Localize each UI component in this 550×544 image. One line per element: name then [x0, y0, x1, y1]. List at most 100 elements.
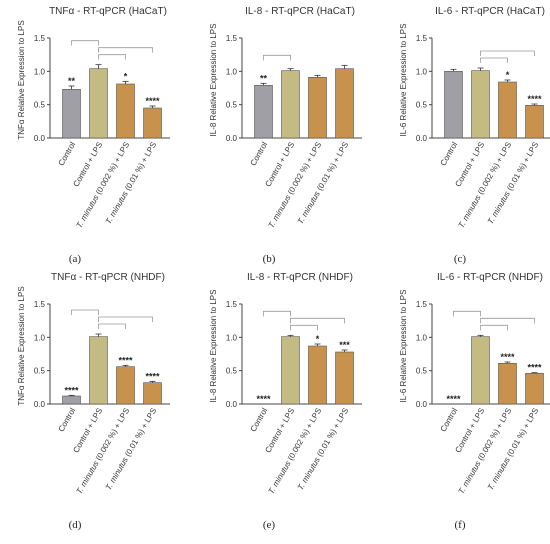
significance-mark: * — [124, 71, 128, 81]
y-tick-label: 0.0 — [416, 134, 428, 143]
x-tick-label: Control — [439, 406, 460, 433]
y-tick-label: 1.5 — [34, 300, 46, 309]
bar — [89, 336, 108, 405]
species-name: T. minutus — [267, 193, 293, 229]
chart-title: IL-8 - RT-qPCR (HaCaT) — [245, 6, 355, 17]
panel-d-caption: (d) — [68, 519, 82, 531]
y-axis-label: IL-8 Relative Expression to LPS — [209, 290, 218, 403]
bar — [498, 363, 517, 405]
comparison-bracket — [453, 310, 481, 317]
species-name: T. minutus — [296, 190, 322, 226]
comparison-bracket — [98, 316, 153, 322]
y-tick-label: 0.0 — [226, 134, 238, 143]
significance-mark: **** — [500, 352, 515, 362]
x-tick-label: T. minutus (0.01 %) + LPS — [104, 141, 158, 226]
significance-mark: *** — [339, 340, 350, 350]
bar — [471, 70, 490, 139]
y-tick-label: 1.5 — [416, 34, 428, 43]
chart-title: IL-8 - RT-qPCR (NHDF) — [247, 272, 353, 283]
panel-c: IL-6 - RT-qPCR (HaCaT) IL-6 Relative Expr… — [399, 6, 550, 230]
x-tick-label: T. minutus (0.01 %) + LPS — [486, 407, 540, 492]
y-tick-label: 1.0 — [34, 333, 46, 342]
y-axis-label: TNFα Relative Expression to LPS — [17, 286, 26, 405]
y-tick-label: 0.0 — [34, 134, 46, 143]
y-tick-label: 1.5 — [416, 300, 428, 309]
y-axis-label: IL-6 Relative Expression to LPS — [399, 290, 408, 403]
comparison-bracket — [480, 324, 508, 331]
species-name: T. minutus — [486, 456, 512, 492]
bar — [89, 68, 108, 139]
significance-mark: **** — [256, 394, 271, 404]
panel-e: IL-8 - RT-qPCR (NHDF) IL-8 Relative Expre… — [209, 272, 362, 496]
comparison-bracket — [480, 57, 508, 63]
species-name: T. minutus — [75, 459, 101, 495]
chart-title: TNFα - RT-qPCR (NHDF) — [51, 272, 165, 283]
bar — [143, 107, 162, 139]
y-axis-label: IL-8 Relative Expression to LPS — [209, 24, 218, 137]
species-name: T. minutus — [457, 193, 483, 229]
y-tick-label: 1.0 — [226, 333, 238, 342]
comparison-bracket — [290, 317, 345, 324]
bar — [116, 366, 135, 405]
bar — [62, 89, 81, 139]
panel-b-caption: (b) — [262, 253, 276, 265]
panel-a: TNFα - RT-qPCR (HaCaT) TNFα Relative Expr… — [17, 6, 170, 230]
y-tick-label: 0.5 — [416, 101, 428, 110]
x-tick-label: T. minutus (0.002 %) + LPS — [267, 407, 324, 496]
x-tick-label: Control — [439, 140, 460, 167]
y-tick-label: 1.0 — [226, 67, 238, 76]
bar — [308, 77, 327, 139]
significance-mark: **** — [527, 363, 542, 373]
significance-mark: **** — [64, 385, 79, 395]
bar — [254, 85, 273, 139]
comparison-bracket — [71, 40, 99, 46]
comparison-bracket — [480, 50, 535, 56]
significance-mark: **** — [527, 94, 542, 104]
chart-title: IL-6 - RT-qPCR (HaCaT) — [435, 6, 545, 17]
y-tick-label: 0.0 — [416, 400, 428, 409]
x-tick-label: T. minutus (0.01 %) + LPS — [296, 407, 350, 492]
y-tick-label: 1.5 — [226, 34, 238, 43]
bar — [471, 336, 490, 405]
bar — [62, 395, 81, 405]
significance-mark: **** — [145, 96, 160, 106]
y-tick-label: 0.5 — [34, 101, 46, 110]
y-tick-label: 0.5 — [34, 367, 46, 376]
x-tick-label: Control — [249, 140, 270, 167]
y-tick-label: 1.5 — [226, 300, 238, 309]
panel-e-caption: (e) — [262, 519, 276, 531]
bar — [498, 81, 517, 139]
bar — [444, 71, 463, 139]
panel-c-caption: (c) — [453, 253, 467, 265]
panel-f-caption: (f) — [454, 519, 466, 531]
significance-mark: ** — [68, 76, 76, 86]
x-tick-label: Control — [57, 406, 78, 433]
species-name: T. minutus — [267, 459, 293, 495]
y-tick-label: 1.0 — [416, 67, 428, 76]
species-name: T. minutus — [296, 456, 322, 492]
bar — [335, 351, 354, 405]
x-tick-label: T. minutus (0.002 %) + LPS — [75, 141, 132, 230]
species-name: T. minutus — [104, 190, 130, 226]
bar — [116, 83, 135, 139]
panel-f: IL-6 - RT-qPCR (NHDF) IL-6 Relative Expre… — [399, 272, 550, 496]
y-tick-label: 0.5 — [226, 367, 238, 376]
comparison-bracket — [98, 47, 153, 53]
comparison-bracket — [98, 323, 126, 329]
y-axis-label: TNFα Relative Expression to LPS — [17, 20, 26, 139]
significance-mark: * — [316, 334, 320, 344]
x-tick-label: Control — [249, 406, 270, 433]
bar — [525, 373, 544, 405]
x-tick-label: T. minutus (0.002 %) + LPS — [457, 141, 514, 230]
species-name: T. minutus — [75, 193, 101, 229]
bar — [143, 382, 162, 405]
x-tick-label: T. minutus (0.01 %) + LPS — [296, 141, 350, 226]
chart-title: TNFα - RT-qPCR (HaCaT) — [49, 6, 167, 17]
x-tick-label: T. minutus (0.01 %) + LPS — [486, 141, 540, 226]
significance-mark: ** — [260, 73, 268, 83]
panel-a-caption: (a) — [68, 253, 82, 265]
species-name: T. minutus — [104, 456, 130, 492]
y-tick-label: 0.5 — [226, 101, 238, 110]
